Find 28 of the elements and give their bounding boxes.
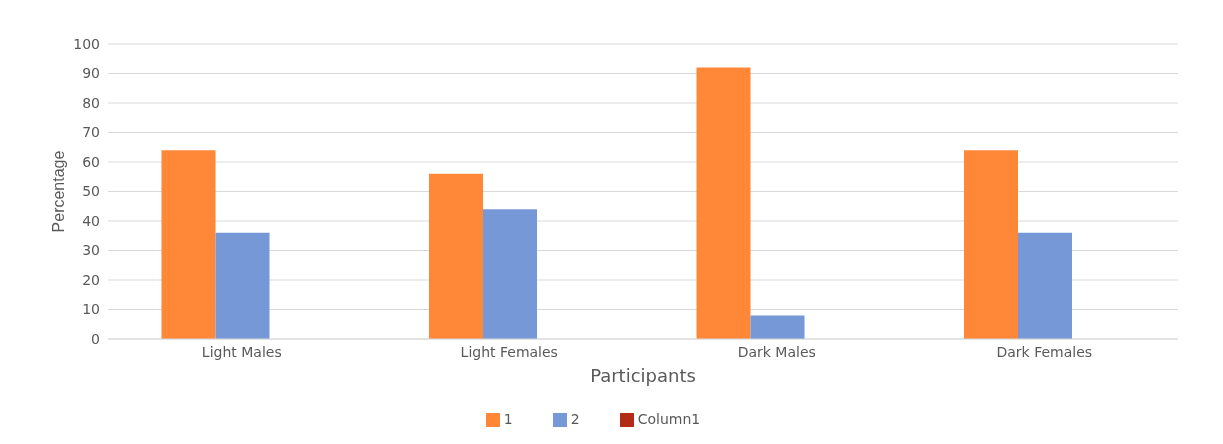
bar [483,209,537,339]
y-tick-label: 90 [82,65,100,82]
x-axis-title: Participants [590,364,696,386]
legend-label: 2 [570,411,580,427]
legend-label: Column1 [637,411,701,427]
y-tick-label: 0 [91,330,100,347]
y-tick-label: 70 [82,124,100,141]
legend-label: 1 [503,411,513,427]
x-tick-label: Light Females [460,343,558,360]
bar [696,67,751,339]
x-tick-label: Dark Females [996,343,1093,360]
y-tick-label: 30 [82,242,100,259]
y-tick-label: 60 [82,153,100,170]
bar [1018,232,1072,339]
y-axis-title: Percentage [49,150,67,233]
y-tick-label: 20 [82,271,100,288]
y-tick-label: 80 [82,94,100,111]
bar [215,232,270,339]
bar [161,150,216,339]
bar [750,315,805,339]
y-tick-label: 10 [82,301,100,318]
bar [429,173,483,339]
y-tick-label: 50 [82,183,100,200]
x-tick-label: Dark Males [737,343,816,360]
y-tick-label: 100 [73,35,100,52]
y-tick-label: 40 [82,212,100,229]
bar [964,150,1018,339]
x-tick-label: Light Males [201,343,282,360]
